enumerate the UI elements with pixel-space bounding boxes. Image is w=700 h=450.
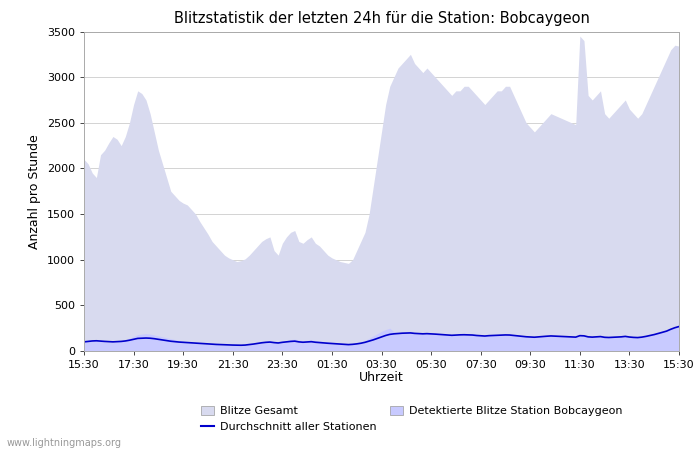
Legend: Blitze Gesamt, Durchschnitt aller Stationen, Detektierte Blitze Station Bobcayge: Blitze Gesamt, Durchschnitt aller Statio… [197, 401, 626, 436]
Text: www.lightningmaps.org: www.lightningmaps.org [7, 438, 122, 448]
Title: Blitzstatistik der letzten 24h für die Station: Bobcaygeon: Blitzstatistik der letzten 24h für die S… [174, 11, 589, 26]
X-axis label: Uhrzeit: Uhrzeit [359, 371, 404, 384]
Y-axis label: Anzahl pro Stunde: Anzahl pro Stunde [28, 134, 41, 248]
